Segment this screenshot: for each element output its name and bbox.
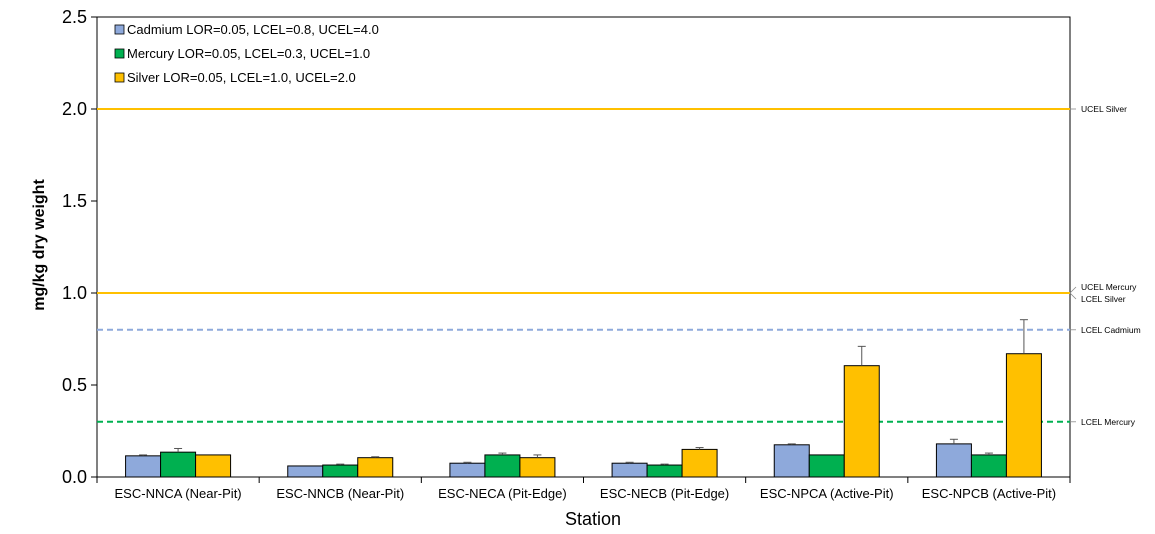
bar [519, 457, 556, 478]
bar [935, 443, 972, 478]
legend-swatch [114, 48, 125, 59]
reference-line-label: UCEL Mercury [1081, 282, 1137, 292]
x-tick-label: ESC-NPCA (Active-Pit) [760, 486, 894, 501]
x-tick-label: ESC-NECA (Pit-Edge) [438, 486, 567, 501]
bar [125, 455, 162, 478]
x-tick-label: ESC-NPCB (Active-Pit) [922, 486, 1056, 501]
bar [449, 462, 486, 478]
reference-leader [1069, 292, 1077, 300]
bar [357, 457, 394, 478]
y-tick-label: 1.0 [62, 283, 87, 303]
legend-label: Cadmium LOR=0.05, LCEL=0.8, UCEL=4.0 [127, 22, 379, 37]
reference-leader [1069, 286, 1077, 294]
legend-swatch [114, 72, 125, 83]
reference-line-label: LCEL Silver [1081, 294, 1126, 304]
bar [484, 454, 521, 478]
y-axis-label: mg/kg dry weight [31, 179, 48, 311]
legend-swatch [114, 24, 125, 35]
bar [160, 451, 197, 478]
reference-line-label: UCEL Silver [1081, 104, 1127, 114]
legend-label: Mercury LOR=0.05, LCEL=0.3, UCEL=1.0 [127, 46, 370, 61]
bar [773, 444, 810, 478]
reference-line-label: LCEL Mercury [1081, 417, 1136, 427]
bar [611, 462, 648, 478]
bar [808, 454, 845, 478]
y-tick-label: 2.5 [62, 7, 87, 27]
bar [646, 464, 683, 478]
y-tick-label: 2.0 [62, 99, 87, 119]
bar [1005, 353, 1042, 478]
y-tick-label: 0.0 [62, 467, 87, 487]
bar [970, 454, 1007, 478]
reference-line-label: LCEL Cadmium [1081, 325, 1141, 335]
plot-frame [96, 16, 1071, 478]
x-tick-label: ESC-NNCB (Near-Pit) [276, 486, 404, 501]
y-tick-label: 0.5 [62, 375, 87, 395]
plot-area: 0.0 0.5 1.0 1.5 2.0 2.5 ESC-NNCA (Near-Pit) ESC… [62, 7, 1141, 501]
bar [287, 465, 324, 478]
y-tick-label: 1.5 [62, 191, 87, 211]
bar [322, 464, 359, 478]
legend-label: Silver LOR=0.05, LCEL=1.0, UCEL=2.0 [127, 70, 356, 85]
x-axis-label: Station [565, 509, 621, 529]
bar [843, 365, 880, 478]
bar [195, 454, 232, 478]
bar [681, 448, 718, 478]
x-tick-label: ESC-NECB (Pit-Edge) [600, 486, 729, 501]
x-tick-label: ESC-NNCA (Near-Pit) [115, 486, 242, 501]
